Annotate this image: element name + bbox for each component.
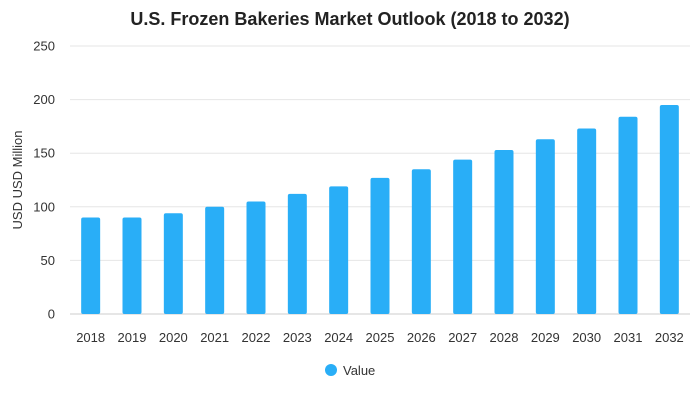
x-tick-label: 2024 — [324, 330, 353, 345]
y-tick-label: 150 — [33, 146, 55, 161]
x-tick-label: 2032 — [655, 330, 684, 345]
x-tick-label: 2023 — [283, 330, 312, 345]
x-tick-label: 2029 — [531, 330, 560, 345]
x-tick-label: 2030 — [572, 330, 601, 345]
x-tick-label: 2021 — [200, 330, 229, 345]
bar-2020[interactable] — [163, 213, 183, 314]
bar-2032[interactable] — [659, 104, 679, 315]
bar-2031[interactable] — [618, 116, 638, 314]
legend-label-value[interactable]: Value — [343, 363, 375, 378]
x-tick-label: 2028 — [490, 330, 519, 345]
bars — [81, 104, 679, 315]
x-tick-label: 2020 — [159, 330, 188, 345]
y-tick-label: 200 — [33, 92, 55, 107]
y-tick-label: 50 — [41, 253, 55, 268]
x-tick-label: 2026 — [407, 330, 436, 345]
bar-2019[interactable] — [122, 217, 142, 314]
bar-2018[interactable] — [81, 217, 101, 314]
x-tick-label: 2027 — [448, 330, 477, 345]
x-tick-label: 2019 — [118, 330, 147, 345]
legend-swatch-value[interactable] — [325, 364, 337, 376]
bar-2026[interactable] — [411, 169, 431, 314]
x-tick-label: 2018 — [76, 330, 105, 345]
x-tick-label: 2031 — [614, 330, 643, 345]
bar-2025[interactable] — [370, 177, 390, 314]
bar-2023[interactable] — [287, 193, 307, 314]
bar-2021[interactable] — [205, 206, 225, 314]
y-axis-label: USD USD Million — [10, 131, 25, 230]
y-tick-label: 100 — [33, 199, 55, 214]
chart-title: U.S. Frozen Bakeries Market Outlook (201… — [130, 9, 569, 29]
bar-2030[interactable] — [577, 128, 597, 314]
bar-2028[interactable] — [494, 149, 514, 314]
y-tick-label: 0 — [48, 307, 55, 322]
y-axis-ticks: 0 50 100 150 200 250 — [33, 39, 55, 322]
bar-2024[interactable] — [329, 186, 349, 314]
bar-2022[interactable] — [246, 201, 266, 314]
x-tick-label: 2025 — [366, 330, 395, 345]
legend[interactable]: Value — [325, 363, 375, 378]
bar-2029[interactable] — [535, 139, 555, 314]
x-axis-ticks: 2018 2019 2020 2021 2022 2023 2024 2025 2026 2027… — [76, 330, 684, 345]
x-tick-label: 2022 — [242, 330, 271, 345]
y-tick-label: 250 — [33, 39, 55, 54]
bar-2027[interactable] — [453, 159, 473, 314]
